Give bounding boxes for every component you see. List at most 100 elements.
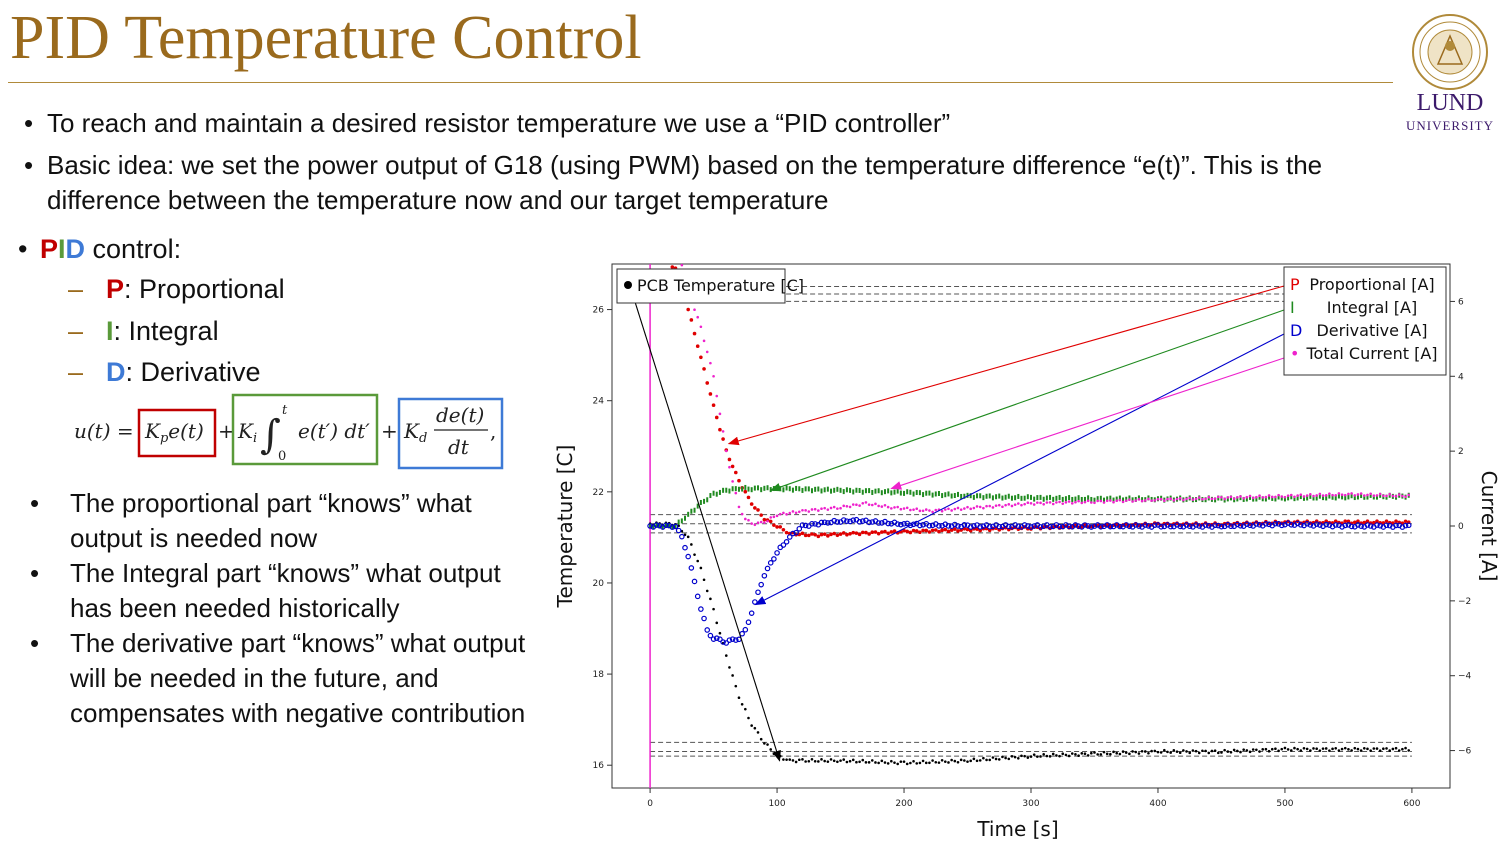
data-point <box>1372 494 1376 497</box>
data-point <box>1039 501 1042 505</box>
data-point <box>699 499 702 505</box>
data-point <box>1001 505 1004 509</box>
data-point <box>1321 494 1325 497</box>
data-point <box>1051 502 1055 506</box>
data-point <box>985 758 988 762</box>
logo-sub: UNIVERSITY <box>1406 118 1494 133</box>
data-point <box>1183 522 1190 528</box>
data-point <box>922 492 925 498</box>
data-point <box>730 464 735 469</box>
data-point <box>1064 501 1068 504</box>
data-point <box>950 493 953 499</box>
data-point <box>675 527 682 534</box>
data-point <box>924 761 928 765</box>
data-point <box>759 737 763 741</box>
data-point <box>1333 519 1338 523</box>
data-point <box>985 504 988 508</box>
data-point <box>1358 523 1364 529</box>
data-point <box>784 530 789 535</box>
data-point <box>794 760 798 764</box>
data-point <box>1004 756 1007 760</box>
data-point <box>744 517 747 521</box>
data-point <box>696 559 700 563</box>
data-point <box>1325 495 1328 501</box>
data-point <box>1124 499 1128 502</box>
data-point <box>927 530 932 534</box>
data-point <box>1036 495 1039 501</box>
data-point <box>807 510 811 513</box>
data-point <box>880 490 883 496</box>
data-point <box>753 485 756 491</box>
y-axis-label: Temperature [C] <box>553 445 577 609</box>
data-point <box>709 597 712 601</box>
data-point <box>1083 500 1087 504</box>
data-point <box>1088 524 1095 530</box>
y2-axis-ticks: −6 −4 −2 0 2 4 6 <box>1450 297 1472 757</box>
data-point <box>982 495 985 501</box>
data-point <box>820 507 823 511</box>
data-point <box>1042 496 1045 502</box>
data-point <box>1026 756 1030 759</box>
data-point <box>709 361 712 365</box>
data-point <box>769 516 773 519</box>
data-point <box>1134 750 1138 754</box>
data-point <box>902 507 906 510</box>
data-point <box>899 760 903 764</box>
data-point <box>741 486 744 492</box>
data-point <box>708 392 713 396</box>
data-point <box>1350 492 1353 495</box>
data-point <box>820 758 823 761</box>
data-point <box>991 506 995 509</box>
data-point <box>821 519 828 526</box>
data-point <box>1375 494 1378 500</box>
explain-bullet-p: The proportional part “knows” what outpu… <box>26 486 546 556</box>
data-point <box>1102 501 1106 504</box>
data-point <box>1102 750 1106 754</box>
data-point <box>1366 493 1369 497</box>
explanation-bullets: The proportional part “knows” what outpu… <box>26 486 546 731</box>
data-point <box>1232 497 1236 500</box>
data-point <box>1185 750 1188 753</box>
data-point <box>844 518 850 524</box>
data-point <box>810 508 814 511</box>
data-point <box>1216 495 1220 499</box>
data-point <box>838 532 843 536</box>
y-axis-ticks: 16 18 20 22 24 26 <box>593 306 612 771</box>
data-point <box>988 504 992 508</box>
data-point <box>1289 749 1293 752</box>
y2-axis-label: Current [A] <box>1477 471 1501 582</box>
data-point <box>790 530 796 537</box>
data-point <box>914 529 919 533</box>
p-letter: P <box>106 274 125 304</box>
data-point <box>1237 522 1244 529</box>
data-point <box>693 507 696 513</box>
data-point <box>1205 523 1212 529</box>
pid-item-integral: – I: Integral <box>68 316 219 346</box>
data-point <box>1004 503 1007 507</box>
data-point <box>1201 497 1204 501</box>
data-point <box>860 530 865 535</box>
data-point <box>825 520 831 526</box>
data-point <box>1032 503 1036 506</box>
data-point <box>845 487 848 493</box>
data-point <box>1280 495 1284 498</box>
data-point <box>804 486 807 492</box>
data-point <box>1093 751 1096 754</box>
data-point <box>817 486 820 492</box>
data-point <box>732 637 739 643</box>
data-point <box>1004 494 1007 500</box>
data-point <box>842 489 845 495</box>
legend-marker: D <box>1290 321 1302 340</box>
data-point <box>722 487 725 493</box>
data-point <box>769 487 772 493</box>
data-point <box>1191 498 1195 501</box>
data-point <box>1010 495 1013 501</box>
data-point <box>1328 492 1331 495</box>
data-point <box>768 519 773 524</box>
data-point <box>1248 494 1252 498</box>
data-point <box>931 492 934 498</box>
data-point <box>1077 499 1080 503</box>
data-point <box>1033 496 1036 502</box>
data-point <box>690 543 693 546</box>
data-point <box>761 572 768 579</box>
